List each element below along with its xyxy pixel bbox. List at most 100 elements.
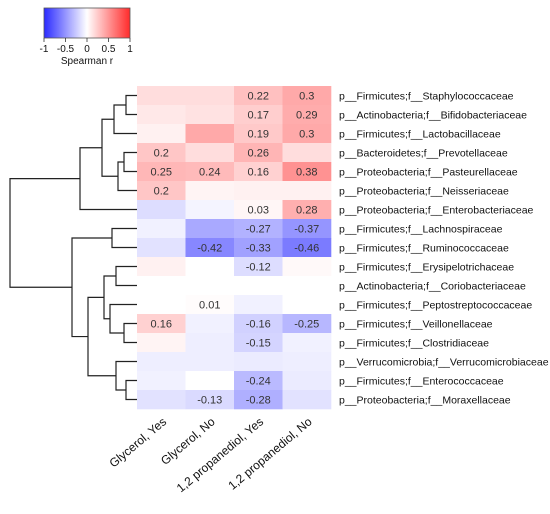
heatmap-cell xyxy=(234,371,283,391)
row-label: p__Actinobacteria;f__Coriobacteriaceae xyxy=(339,281,526,293)
heatmap-cell xyxy=(282,352,332,372)
row-label: p__Firmicutes;f__Staphylococcaceae xyxy=(339,91,514,103)
heatmap-cell xyxy=(185,105,235,125)
heatmap-cell xyxy=(282,314,332,334)
color-legend: -1 -0.5 0 0.5 1 Spearman r xyxy=(40,7,133,67)
heatmap-cell xyxy=(185,200,235,220)
cell-value-label: 0.25 xyxy=(151,167,172,179)
row-label: p__Proteobacteria;f__Neisseriaceae xyxy=(339,186,509,198)
heatmap-cell xyxy=(185,333,235,353)
row-label: p__Verrucomicrobia;f__Verrucomicrobiacea… xyxy=(339,357,549,369)
column-label: 1,2 propanediol, Yes xyxy=(174,415,266,496)
legend-color-bar xyxy=(43,7,131,39)
legend-tick-label: -0.5 xyxy=(57,44,75,55)
cell-value-label: -0.37 xyxy=(294,224,319,236)
heatmap-cell xyxy=(282,162,332,182)
heatmap-cell xyxy=(137,200,186,220)
cell-value-label: 0.2 xyxy=(154,148,169,160)
cell-value-label: 0.28 xyxy=(296,205,317,217)
cell-value-label: 0.2 xyxy=(154,186,169,198)
heatmap-cell xyxy=(137,162,186,182)
heatmap-cell xyxy=(234,276,283,296)
dendrogram-branch xyxy=(79,147,137,211)
dendrogram-branch xyxy=(87,296,116,377)
cell-value-label: -0.46 xyxy=(294,243,319,255)
heatmap-cell xyxy=(234,314,283,334)
cell-value-label: 0.26 xyxy=(248,148,269,160)
heatmap-cell xyxy=(234,181,283,201)
heatmap-cell xyxy=(185,352,235,372)
heatmap-cell xyxy=(185,257,235,277)
cell-value-label: 0.3 xyxy=(299,91,314,103)
heatmap-cell xyxy=(282,276,332,296)
heatmap-cell xyxy=(137,105,186,125)
legend-tick-label: 0 xyxy=(84,44,90,55)
cell-value-label: 0.29 xyxy=(296,110,317,122)
heatmap-cell xyxy=(137,219,186,239)
heatmap-cell xyxy=(137,124,186,144)
cell-value-label: 0.38 xyxy=(296,167,317,179)
heatmap-cell xyxy=(137,181,186,201)
row-label: p__Actinobacteria;f__Bifidobacteriaceae xyxy=(339,110,527,122)
dendrogram-branch xyxy=(101,118,118,177)
row-label: p__Firmicutes;f__Lachnospiraceae xyxy=(339,224,503,236)
heatmap-cell xyxy=(137,352,186,372)
heatmap-cell xyxy=(185,238,235,258)
heatmap-cell xyxy=(137,333,186,353)
heatmap-cell xyxy=(137,143,186,163)
heatmap-cell xyxy=(137,86,186,106)
row-label: p__Firmicutes;f__Enterococcaceae xyxy=(339,376,504,388)
heatmap-cell xyxy=(282,86,332,106)
heatmap-cell xyxy=(234,257,283,277)
heatmap-cell xyxy=(185,143,235,163)
cell-value-label: 0.16 xyxy=(151,319,172,331)
heatmap-cell xyxy=(234,200,283,220)
heatmap-cell xyxy=(137,276,186,296)
heatmap-cell xyxy=(185,124,235,144)
cell-value-label: -0.24 xyxy=(246,376,271,388)
row-label: p__Proteobacteria;f__Moraxellaceae xyxy=(339,395,511,407)
heatmap-cell xyxy=(234,219,283,239)
dendrogram-branch xyxy=(125,379,137,401)
heatmap-cell xyxy=(282,124,332,144)
row-label: p__Firmicutes;f__Clostridiaceae xyxy=(339,338,489,350)
row-label: p__Firmicutes;f__Peptostreptococcaceae xyxy=(339,300,532,312)
cell-value-label: -0.28 xyxy=(246,395,271,407)
heatmap-cell xyxy=(234,390,283,410)
heatmap-cell xyxy=(185,314,235,334)
heatmap-cell xyxy=(137,257,186,277)
heatmap-cell xyxy=(137,390,186,410)
column-label: Glycerol, Yes xyxy=(107,415,170,471)
dendrogram-branch xyxy=(125,94,137,116)
dendrogram-branch xyxy=(9,178,80,288)
heatmap-cell xyxy=(282,238,332,258)
heatmap-cell xyxy=(137,295,186,315)
cell-value-label: -0.13 xyxy=(197,395,222,407)
heatmap-cell xyxy=(282,371,332,391)
row-label: p__Firmicutes;f__Lactobacillaceae xyxy=(339,129,501,141)
cell-value-label: 0.22 xyxy=(248,91,269,103)
heatmap-cell xyxy=(185,371,235,391)
heatmap-cell xyxy=(282,295,332,315)
heatmap-cell xyxy=(234,143,283,163)
row-dendrogram xyxy=(9,94,137,401)
heatmap-cell xyxy=(185,181,235,201)
cell-value-label: -0.25 xyxy=(294,319,319,331)
cell-value-label: -0.16 xyxy=(246,319,271,331)
row-label: p__Proteobacteria;f__Pasteurellaceae xyxy=(339,167,518,179)
heatmap-cell xyxy=(282,219,332,239)
cell-value-label: 0.3 xyxy=(299,129,314,141)
heatmap-cell xyxy=(137,238,186,258)
heatmap-cell xyxy=(185,219,235,239)
heatmap-cell xyxy=(282,181,332,201)
heatmap-cell xyxy=(282,105,332,125)
row-label: p__Bacteroidetes;f__Prevotellaceae xyxy=(339,148,508,160)
legend-title: Spearman r xyxy=(61,56,114,67)
heatmap-cell xyxy=(185,86,235,106)
cell-value-label: -0.42 xyxy=(197,243,222,255)
heatmap-cell xyxy=(137,314,186,334)
row-labels: p__Firmicutes;f__Staphylococcaceae p__Act… xyxy=(339,91,549,407)
cell-value-label: -0.27 xyxy=(246,224,271,236)
heatmap-cell xyxy=(234,124,283,144)
